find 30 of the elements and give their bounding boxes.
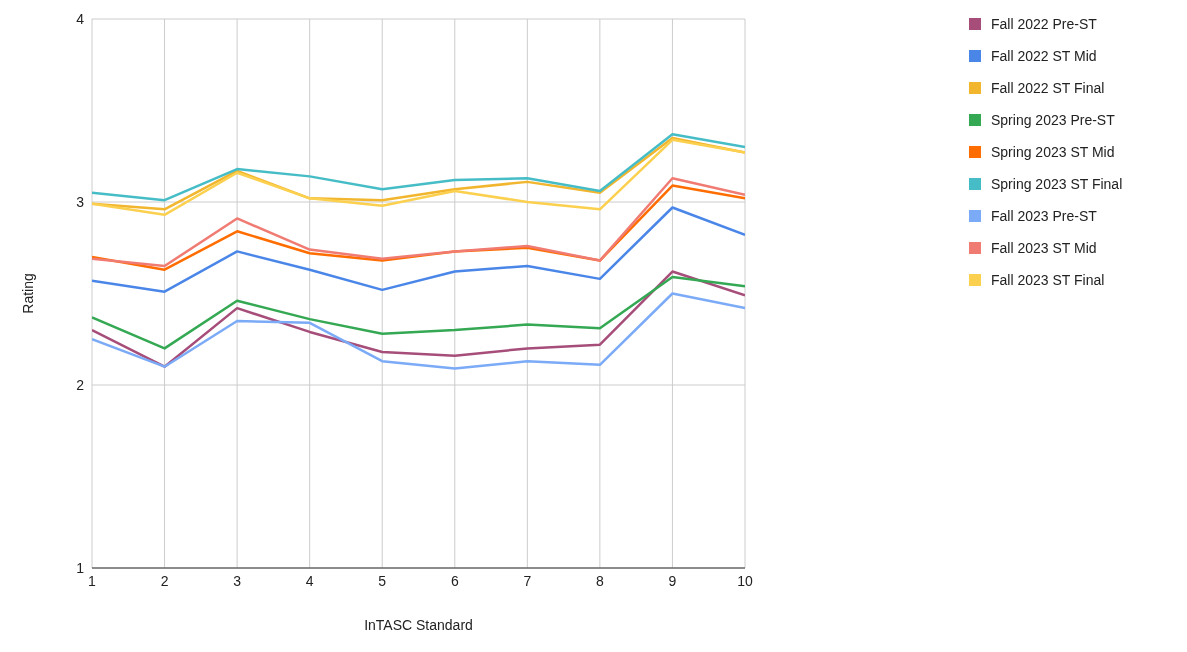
x-tick-label: 1 [88, 572, 97, 589]
legend-label: Fall 2023 ST Mid [991, 240, 1097, 256]
legend-label: Fall 2022 ST Mid [991, 48, 1097, 64]
legend-label: Spring 2023 ST Final [991, 176, 1123, 192]
x-tick-label: 10 [737, 572, 753, 589]
y-tick-label: 3 [76, 193, 85, 210]
legend-label: Spring 2023 Pre-ST [991, 112, 1115, 128]
x-tick-label: 8 [595, 572, 604, 589]
y-tick-label: 1 [76, 559, 85, 576]
y-tick-label: 4 [76, 10, 85, 27]
x-tick-label: 2 [160, 572, 169, 589]
x-tick-label: 3 [233, 572, 242, 589]
line-series [92, 206, 745, 293]
x-tick-label: 9 [668, 572, 677, 589]
line-series [92, 292, 745, 370]
line-series [92, 275, 745, 350]
line-series [92, 270, 745, 368]
y-axis-title: Rating [19, 273, 36, 314]
x-tick-label: 4 [305, 572, 314, 589]
legend-label: Fall 2022 Pre-ST [991, 16, 1097, 32]
x-tick-label: 6 [450, 572, 459, 589]
x-axis-title: InTASC Standard [364, 617, 473, 633]
legend-label: Fall 2023 Pre-ST [991, 208, 1097, 224]
legend-label: Fall 2022 ST Final [991, 80, 1105, 96]
x-tick-label: 5 [378, 572, 387, 589]
legend-label: Fall 2023 ST Final [991, 272, 1105, 288]
legend-label: Spring 2023 ST Mid [991, 144, 1115, 160]
line-series [92, 133, 745, 202]
x-tick-label: 7 [523, 572, 532, 589]
y-tick-label: 2 [76, 376, 85, 393]
